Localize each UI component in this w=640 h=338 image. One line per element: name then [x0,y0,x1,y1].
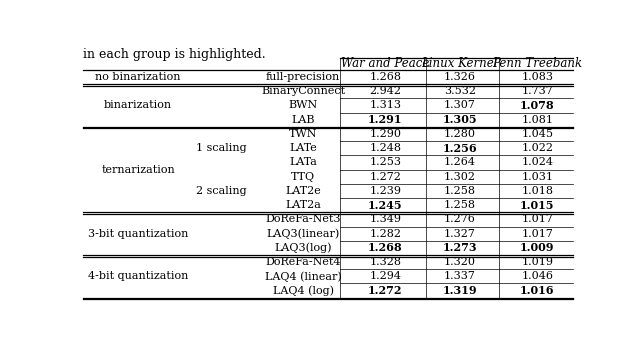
Text: 1.272: 1.272 [369,172,401,182]
Text: ternarization: ternarization [101,165,175,174]
Text: TTQ: TTQ [291,172,316,182]
Text: binarization: binarization [104,100,172,111]
Text: 1.737: 1.737 [522,86,553,96]
Text: DoReFa-Net4: DoReFa-Net4 [266,257,341,267]
Text: 1.337: 1.337 [444,271,476,281]
Text: 1.078: 1.078 [520,100,555,111]
Text: 1.273: 1.273 [442,242,477,254]
Text: LAQ4 (log): LAQ4 (log) [273,285,333,296]
Text: LATe: LATe [289,143,317,153]
Text: 2.942: 2.942 [369,86,401,96]
Text: LATa: LATa [289,158,317,167]
Text: in each group is highlighted.: in each group is highlighted. [83,48,266,61]
Text: 1.017: 1.017 [522,214,553,224]
Text: 1.081: 1.081 [521,115,553,125]
Text: 2 scaling: 2 scaling [196,186,246,196]
Text: 1.307: 1.307 [444,100,476,111]
Text: 1.015: 1.015 [520,200,554,211]
Text: 1.018: 1.018 [521,186,553,196]
Text: LAQ4 (linear): LAQ4 (linear) [265,271,342,282]
Text: 1.272: 1.272 [368,285,403,296]
Text: 4-bit quantization: 4-bit quantization [88,271,188,281]
Text: 1.326: 1.326 [444,72,476,82]
Text: 1.256: 1.256 [442,143,477,154]
Text: 1.313: 1.313 [369,100,401,111]
Text: DoReFa-Net3: DoReFa-Net3 [266,214,341,224]
Text: LAQ3(log): LAQ3(log) [275,243,332,253]
Text: 1.305: 1.305 [442,114,477,125]
Text: 1.046: 1.046 [521,271,553,281]
Text: TWN: TWN [289,129,317,139]
Text: 1.349: 1.349 [369,214,401,224]
Text: 1.291: 1.291 [368,114,403,125]
Text: 1.280: 1.280 [444,129,476,139]
Text: 1.258: 1.258 [444,186,476,196]
Text: 1.253: 1.253 [369,158,401,167]
Text: 1.276: 1.276 [444,214,476,224]
Text: 1.045: 1.045 [521,129,553,139]
Text: 1.268: 1.268 [369,72,401,82]
Text: 1.016: 1.016 [520,285,554,296]
Text: LAB: LAB [291,115,315,125]
Text: 1.268: 1.268 [368,242,403,254]
Text: 1.019: 1.019 [521,257,553,267]
Text: 3-bit quantization: 3-bit quantization [88,228,188,239]
Text: War and Peace: War and Peace [341,57,429,70]
Text: LAQ3(linear): LAQ3(linear) [267,228,340,239]
Text: 1 scaling: 1 scaling [196,143,246,153]
Text: 1.083: 1.083 [521,72,553,82]
Text: 1.031: 1.031 [521,172,553,182]
Text: 1.245: 1.245 [368,200,403,211]
Text: 3.532: 3.532 [444,86,476,96]
Text: 1.248: 1.248 [369,143,401,153]
Text: 1.282: 1.282 [369,228,401,239]
Text: LAT2e: LAT2e [285,186,321,196]
Text: 1.024: 1.024 [521,158,553,167]
Text: LAT2a: LAT2a [285,200,321,210]
Text: BWN: BWN [289,100,318,111]
Text: 1.328: 1.328 [369,257,401,267]
Text: 1.264: 1.264 [444,158,476,167]
Text: 1.302: 1.302 [444,172,476,182]
Text: 1.258: 1.258 [444,200,476,210]
Text: 1.239: 1.239 [369,186,401,196]
Text: 1.009: 1.009 [520,242,554,254]
Text: 1.022: 1.022 [521,143,553,153]
Text: 1.294: 1.294 [369,271,401,281]
Text: Linux Kernel: Linux Kernel [422,57,498,70]
Text: 1.290: 1.290 [369,129,401,139]
Text: 1.017: 1.017 [522,228,553,239]
Text: 1.327: 1.327 [444,228,476,239]
Text: full-precision: full-precision [266,72,340,82]
Text: Penn Treebank: Penn Treebank [492,57,582,70]
Text: no binarization: no binarization [95,72,181,82]
Text: 1.320: 1.320 [444,257,476,267]
Text: BinaryConnect: BinaryConnect [261,86,345,96]
Text: 1.319: 1.319 [442,285,477,296]
